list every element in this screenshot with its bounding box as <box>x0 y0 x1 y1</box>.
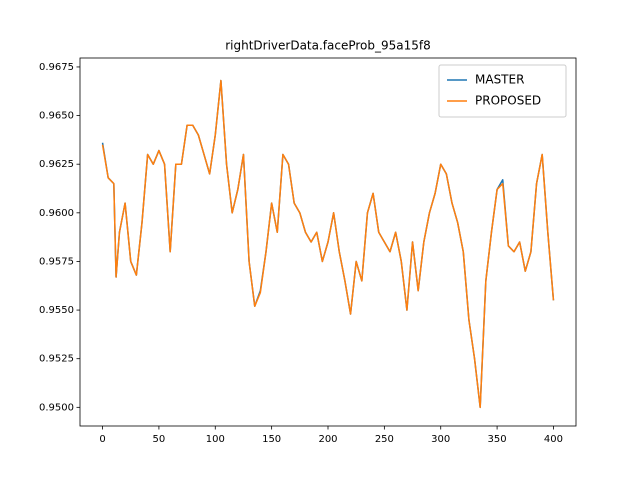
x-tick-label: 0 <box>99 434 105 445</box>
y-tick-label: 0.9675 <box>39 62 74 73</box>
x-tick-label: 400 <box>544 434 563 445</box>
plot-frame <box>79 57 577 427</box>
legend-box <box>438 64 567 118</box>
x-tick-label: 250 <box>375 434 394 445</box>
y-tick-label: 0.9650 <box>39 111 74 122</box>
x-tick-label: 150 <box>262 434 281 445</box>
x-tick-label: 300 <box>431 434 450 445</box>
y-tick-label: 0.9500 <box>39 402 74 413</box>
y-tick-label: 0.9625 <box>39 159 74 170</box>
x-tick-label: 50 <box>153 434 166 445</box>
y-tick-label: 0.9525 <box>39 354 74 365</box>
x-tick-label: 350 <box>488 434 507 445</box>
y-tick-label: 0.9550 <box>39 305 74 316</box>
legend: MASTER PROPOSED <box>438 64 567 118</box>
legend-label: MASTER <box>475 73 524 87</box>
x-tick-label: 100 <box>206 434 225 445</box>
series-line <box>101 79 555 409</box>
y-tick-label: 0.9600 <box>39 208 74 219</box>
y-tick-label: 0.9575 <box>39 256 74 267</box>
chart-title: rightDriverData.faceProb_95a15f8 <box>225 39 431 53</box>
legend-label: PROPOSED <box>475 94 541 108</box>
x-tick-label: 200 <box>318 434 337 445</box>
